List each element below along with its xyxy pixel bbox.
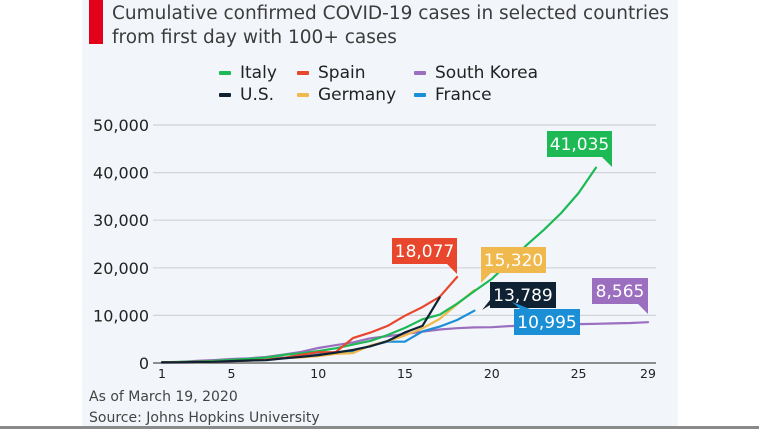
legend-item-us: U.S. [219, 85, 274, 105]
callout-pointer [602, 157, 612, 167]
end-value-callouts: 41,035 18,077 15,320 13,789 10,995 8,565 [392, 131, 648, 335]
title-accent-bar [89, 0, 103, 44]
y-tick-label: 10,000 [93, 306, 149, 325]
legend-swatch-south-korea [414, 71, 426, 75]
as-of-note: As of March 19, 2020 [89, 389, 238, 405]
legend-label-spain: Spain [318, 63, 366, 83]
y-axis-ticks: 0 10,000 20,000 30,000 40,000 50,000 [93, 116, 149, 373]
x-tick-label: 10 [310, 366, 326, 381]
x-axis-ticks: 1 5 10 15 20 25 29 [158, 366, 656, 381]
legend-label-south-korea: South Korea [435, 63, 539, 83]
callout-germany: 15,320 [481, 247, 546, 283]
callout-value: 15,320 [484, 251, 543, 271]
callout-value: 10,995 [517, 313, 576, 333]
legend-label-germany: Germany [318, 85, 397, 105]
callout-box [490, 282, 556, 308]
y-tick-label: 40,000 [93, 164, 149, 183]
callout-value: 8,565 [596, 282, 645, 302]
x-tick-label: 5 [227, 366, 235, 381]
y-tick-label: 0 [139, 354, 149, 373]
callout-pointer [481, 273, 491, 283]
legend-swatch-italy [219, 71, 231, 75]
callout-u-s: 13,789 [482, 282, 556, 310]
callout-south-korea: 8,565 [592, 278, 648, 314]
legend-swatch-us [219, 93, 231, 97]
legend-swatch-spain [297, 71, 309, 75]
bottom-divider [0, 426, 759, 429]
legend-label-italy: Italy [240, 63, 277, 83]
callout-box [481, 247, 546, 273]
legend-label-france: France [435, 85, 492, 105]
callout-value: 13,789 [493, 286, 552, 306]
legend-item-italy: Italy [219, 63, 277, 83]
legend-item-south-korea: South Korea [414, 63, 538, 83]
x-tick-label: 15 [397, 366, 413, 381]
y-tick-label: 20,000 [93, 259, 149, 278]
legend-item-spain: Spain [297, 63, 366, 83]
legend-label-us: U.S. [240, 85, 275, 105]
legend-swatch-germany [297, 93, 309, 97]
legend-swatch-france [414, 93, 426, 97]
callout-spain: 18,077 [392, 238, 457, 274]
x-tick-label: 29 [640, 366, 656, 381]
series-line-u-s [160, 296, 441, 364]
chart-title: Cumulative confirmed COVID-19 cases in s… [112, 3, 669, 48]
y-tick-label: 30,000 [93, 211, 149, 230]
callout-pointer [482, 300, 498, 310]
callout-pointer [447, 264, 457, 274]
callout-pointer [512, 302, 530, 309]
y-tick-label: 50,000 [93, 116, 149, 135]
x-tick-label: 1 [158, 366, 166, 381]
callout-box [592, 278, 648, 304]
callout-italy: 41,035 [547, 131, 612, 167]
callout-pointer [638, 304, 648, 314]
callout-value: 18,077 [395, 242, 454, 262]
callout-value: 41,035 [550, 135, 609, 155]
callout-box [514, 309, 580, 335]
x-tick-label: 25 [571, 366, 587, 381]
callout-france: 10,995 [512, 302, 580, 335]
callout-box [392, 238, 457, 264]
chart-panel [82, 0, 678, 426]
legend-item-germany: Germany [297, 85, 396, 105]
callout-box [547, 131, 612, 157]
x-tick-label: 20 [484, 366, 500, 381]
legend-item-france: France [414, 85, 492, 105]
source-note: Source: Johns Hopkins University [89, 410, 320, 426]
